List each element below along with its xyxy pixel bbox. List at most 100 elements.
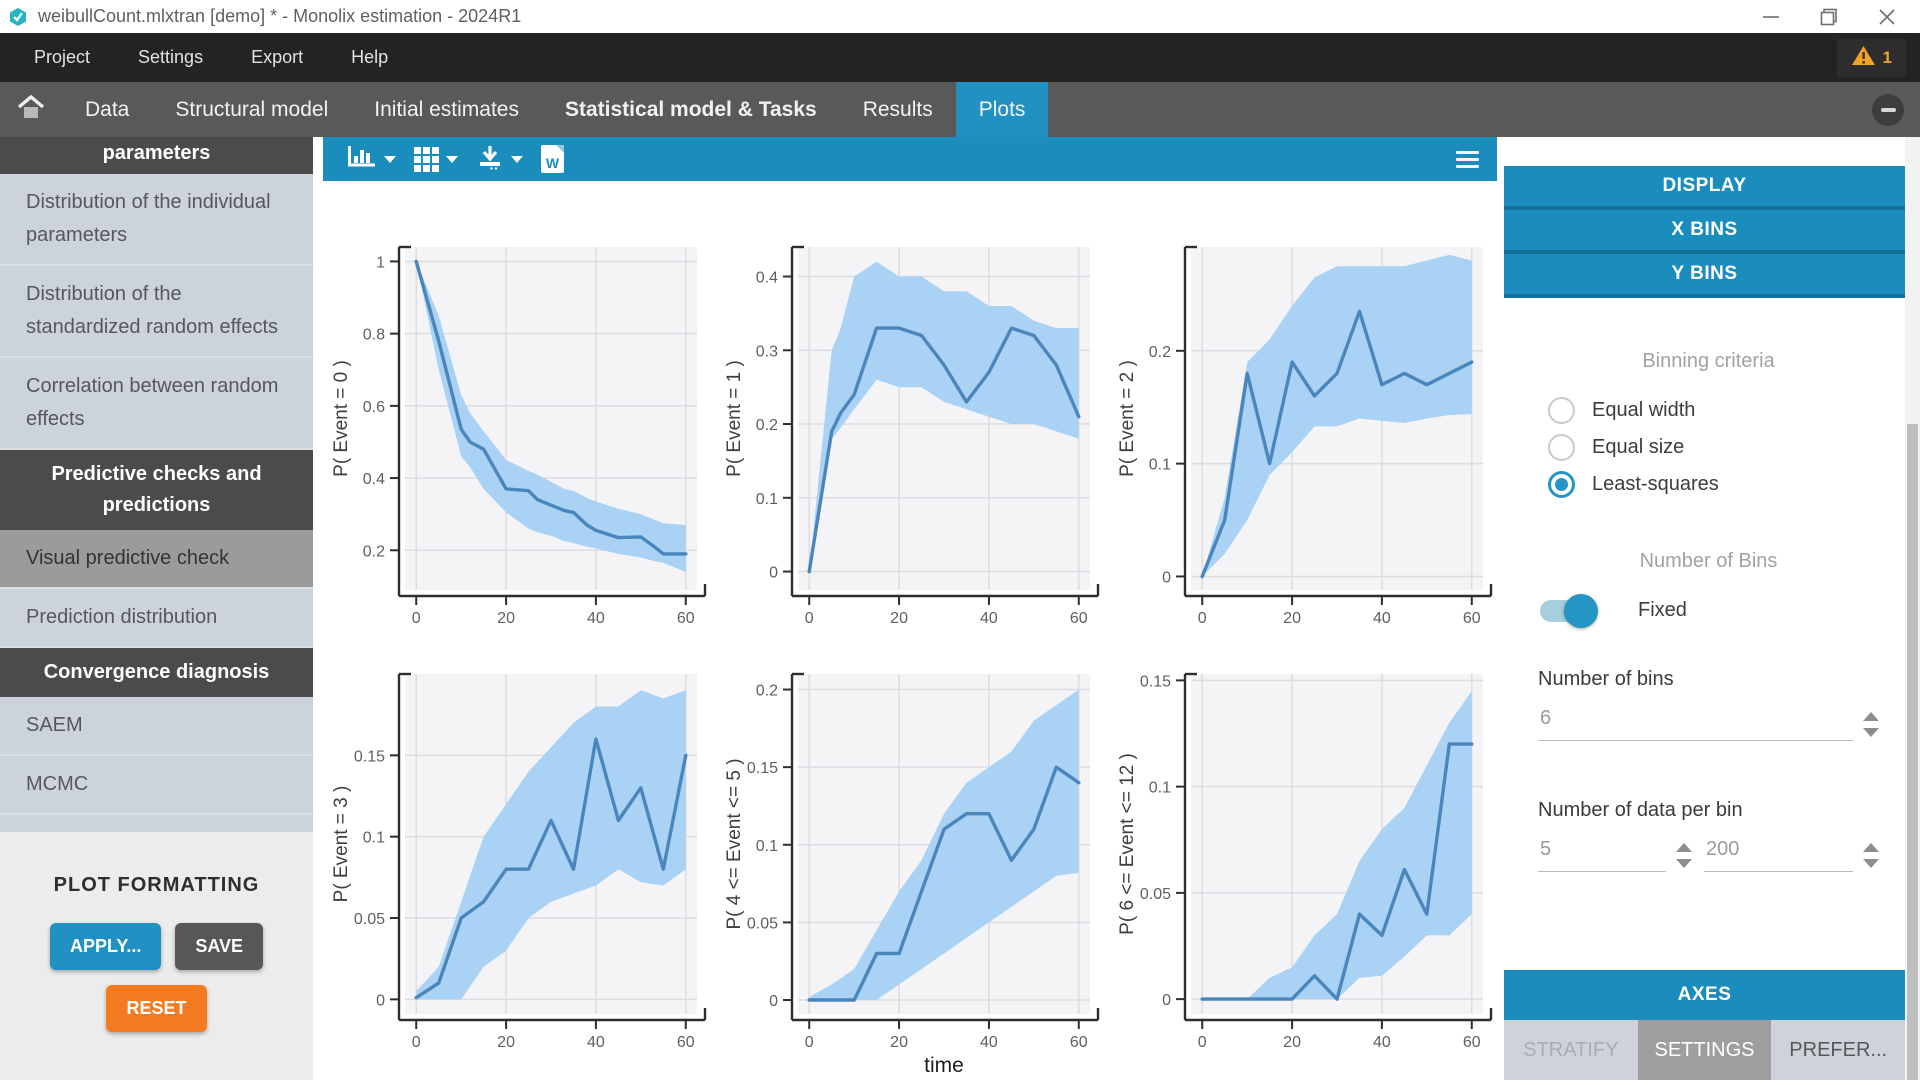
monolix-logo-icon [8, 6, 30, 28]
vpc-plot-event-2[interactable]: 0 0.1 0.2 0 20 40 60 P( Event = 2 ) [1109, 181, 1502, 629]
svg-text:0.15: 0.15 [1140, 673, 1171, 690]
export-word-button[interactable]: W [541, 145, 564, 173]
radio-label: Equal size [1592, 436, 1685, 458]
tab-initial-estimates[interactable]: Initial estimates [374, 97, 519, 121]
svg-text:0: 0 [1198, 610, 1207, 627]
svg-text:20: 20 [497, 1034, 515, 1051]
vertical-scrollbar[interactable] [1905, 137, 1920, 1080]
data-per-bin-min-spinner[interactable] [1676, 843, 1692, 872]
layout-grid-dropdown[interactable] [414, 146, 458, 172]
toggle-track [1540, 593, 1598, 628]
vpc-plot-event-0[interactable]: 0.2 0.4 0.6 0.8 1 0 20 40 60 P( Event = 0 ) [323, 181, 716, 629]
svg-text:0: 0 [805, 610, 814, 627]
svg-text:1: 1 [376, 254, 385, 271]
sidebar-item-visual-predictive-check[interactable]: Visual predictive check [0, 530, 313, 589]
warning-badge[interactable]: 1 [1836, 38, 1906, 77]
svg-text:0.05: 0.05 [747, 915, 778, 932]
warning-count: 1 [1882, 47, 1892, 67]
sidebar-item-correlation-random-effects[interactable]: Correlation between random effects [0, 358, 313, 450]
svg-text:0: 0 [412, 610, 421, 627]
svg-text:0.2: 0.2 [756, 683, 778, 700]
radio-icon [1548, 434, 1575, 461]
fixed-toggle[interactable]: Fixed [1538, 593, 1879, 628]
vpc-plot-event-4-5[interactable]: 0 0.05 0.1 0.15 0.2 0 20 40 60 P( 4 <= Event <= 5… [716, 629, 1109, 1080]
number-of-bins-spinner[interactable] [1863, 712, 1879, 741]
radio-equal-width[interactable]: Equal width [1548, 397, 1879, 424]
tab-preferences[interactable]: PREFER... [1771, 1020, 1906, 1080]
svg-text:0.3: 0.3 [756, 343, 778, 360]
close-icon[interactable] [1876, 6, 1898, 28]
vpc-plot-event-1[interactable]: 0 0.1 0.2 0.3 0.4 0 20 40 60 P( Event = 1 ) [716, 181, 1109, 629]
sidebar-item-mcmc[interactable]: MCMC [0, 756, 313, 815]
chart-type-icon [347, 144, 377, 174]
menu-help[interactable]: Help [351, 47, 389, 67]
svg-text:0: 0 [805, 1034, 814, 1051]
content-area: parameters Distribution of the individua… [0, 137, 1920, 1080]
svg-text:0.15: 0.15 [747, 760, 778, 777]
sidebar-item-prediction-distribution[interactable]: Prediction distribution [0, 589, 313, 648]
svg-text:0.05: 0.05 [1140, 886, 1171, 903]
tab-plots[interactable]: Plots [955, 82, 1049, 137]
chart-type-dropdown[interactable] [347, 144, 396, 174]
minimize-icon[interactable] [1760, 6, 1782, 28]
vpc-plot-event-3[interactable]: 0 0.05 0.1 0.15 0 20 40 60 P( Event = 3 ) [323, 629, 716, 1080]
svg-text:0.1: 0.1 [756, 491, 778, 508]
sidebar-item-distribution-standardized-random-effects[interactable]: Distribution of the standardized random … [0, 266, 313, 358]
tab-data[interactable]: Data [85, 97, 130, 121]
radio-equal-size[interactable]: Equal size [1548, 434, 1879, 461]
grid-layout-icon [414, 146, 439, 172]
tab-settings[interactable]: SETTINGS [1637, 1020, 1772, 1080]
menu-export[interactable]: Export [251, 47, 304, 67]
apply-button[interactable]: APPLY... [49, 923, 162, 970]
x-bins-section-button[interactable]: X BINS [1504, 210, 1905, 254]
number-of-bins-input[interactable] [1538, 705, 1853, 741]
save-button[interactable]: SAVE [175, 923, 264, 970]
svg-text:40: 40 [980, 1034, 998, 1051]
svg-text:20: 20 [890, 1034, 908, 1051]
tab-results[interactable]: Results [862, 97, 933, 121]
menu-settings[interactable]: Settings [138, 47, 204, 67]
warning-icon [1851, 45, 1876, 71]
radio-label: Least-squares [1592, 473, 1719, 495]
axes-section-button[interactable]: AXES [1504, 970, 1905, 1020]
menu-project[interactable]: Project [34, 47, 91, 67]
export-image-dropdown[interactable] [476, 144, 523, 175]
svg-text:0: 0 [769, 565, 778, 582]
scrollbar-thumb[interactable] [1907, 424, 1918, 1080]
tab-home[interactable] [0, 82, 62, 137]
svg-text:40: 40 [587, 610, 605, 627]
svg-text:0.6: 0.6 [363, 399, 385, 416]
display-section-button[interactable]: DISPLAY [1504, 166, 1905, 210]
chevron-down-icon [511, 155, 523, 163]
tab-stratify[interactable]: STRATIFY [1504, 1020, 1638, 1080]
svg-text:40: 40 [980, 610, 998, 627]
data-per-bin-min-input[interactable] [1538, 836, 1666, 872]
data-per-bin-max-spinner[interactable] [1863, 843, 1879, 872]
svg-text:0: 0 [1162, 992, 1171, 1009]
menubar: Project Settings Export Help 1 [0, 33, 1920, 82]
svg-text:60: 60 [1070, 1034, 1088, 1051]
sidebar-item-saem[interactable]: SAEM [0, 697, 313, 756]
svg-text:0.2: 0.2 [756, 417, 778, 434]
window-title: weibullCount.mlxtran [demo] * - Monolix … [38, 6, 522, 26]
restore-icon[interactable] [1818, 6, 1840, 28]
svg-text:0: 0 [412, 1034, 421, 1051]
y-bins-panel: Binning criteria Equal width Equal size … [1504, 298, 1905, 970]
tab-statistical-model-tasks[interactable]: Statistical model & Tasks [565, 97, 817, 121]
settings-panel: DISPLAY X BINS Y BINS Binning criteria E… [1504, 137, 1906, 1080]
vpc-charts-grid: 0.2 0.4 0.6 0.8 1 0 20 40 60 P( Event = 0 ) 0 0.1 0… [323, 181, 1504, 1080]
reset-button[interactable]: RESET [106, 985, 207, 1032]
feedback-icon[interactable] [1872, 93, 1904, 126]
svg-text:0: 0 [1162, 569, 1171, 586]
radio-least-squares[interactable]: Least-squares [1548, 471, 1879, 498]
sidebar-item-distribution-individual-parameters[interactable]: Distribution of the individual parameter… [0, 174, 313, 266]
y-bins-section-button[interactable]: Y BINS [1504, 254, 1905, 298]
hamburger-menu-icon[interactable] [1456, 150, 1479, 168]
vpc-plot-event-6-12[interactable]: 0 0.05 0.1 0.15 0 20 40 60 P( 6 <= Event <= 12 ) [1109, 629, 1502, 1080]
chevron-down-icon [384, 155, 396, 163]
data-per-bin-max-input[interactable] [1704, 836, 1853, 872]
svg-text:0.1: 0.1 [756, 838, 778, 855]
tab-structural-model[interactable]: Structural model [175, 97, 329, 121]
number-of-bins-title: Number of Bins [1639, 550, 1778, 572]
